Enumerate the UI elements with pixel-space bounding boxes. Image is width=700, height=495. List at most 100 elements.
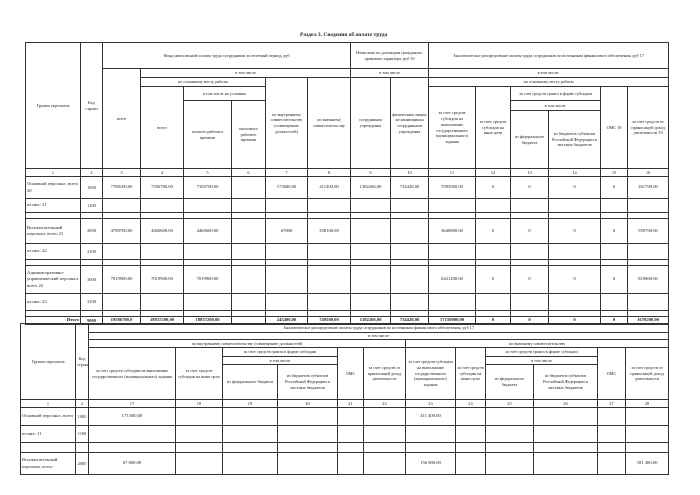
cell-value bbox=[485, 452, 534, 475]
cell-value: 0 bbox=[548, 176, 602, 199]
cell-value bbox=[510, 243, 550, 260]
table-row: Административно-управленческий персонал,… bbox=[25, 265, 670, 294]
cell-value: 7019900,00 bbox=[140, 265, 184, 294]
cell-value: 7768100,00 bbox=[102, 176, 141, 199]
column-number: 9 bbox=[350, 168, 392, 177]
header-incl: в том числе bbox=[139, 68, 352, 78]
section-title: Раздел 3. Сведения об оплате труда bbox=[300, 32, 388, 38]
cell-value: 7019900,00 bbox=[102, 265, 141, 294]
row-code: 2000 bbox=[75, 452, 89, 475]
header-incl: в том числе: bbox=[510, 100, 602, 111]
header-external: по внешнему совместительству bbox=[306, 77, 352, 169]
header-oms: ОМС 18 bbox=[600, 86, 629, 169]
cell-value: 0 bbox=[475, 265, 512, 294]
column-number: 22 bbox=[363, 399, 406, 408]
cell-value: 3640800,00 bbox=[428, 218, 477, 244]
cell-value: 0 bbox=[600, 265, 629, 294]
cell-value bbox=[102, 293, 141, 311]
header-incl: в том числе bbox=[350, 68, 430, 78]
cell-value: 4460600,00 bbox=[183, 218, 232, 244]
column-number: 8 bbox=[306, 168, 352, 177]
cell-value bbox=[350, 198, 392, 213]
header-group: Группы персонала bbox=[25, 42, 81, 169]
cell-value bbox=[485, 425, 534, 443]
column-number: 1 bbox=[20, 399, 76, 408]
cell-value bbox=[140, 198, 184, 213]
empty-cell bbox=[20, 442, 76, 453]
column-number: 11 bbox=[428, 168, 477, 177]
cell-value bbox=[306, 265, 352, 294]
header-fed: из федерального бюджета bbox=[485, 364, 534, 400]
column-number: 19 bbox=[222, 399, 278, 408]
cell-value bbox=[222, 452, 278, 475]
cell-value bbox=[140, 293, 184, 311]
header-full: полного рабочего времени bbox=[183, 100, 232, 169]
row-label: из них: 23 bbox=[25, 293, 81, 311]
empty-cell bbox=[175, 442, 223, 453]
column-number-row: 1 2 3 4 5 6 7 8 9 10 11 12 13 14 15 16 bbox=[25, 168, 670, 177]
cell-value: 4460600,00 bbox=[140, 218, 184, 244]
cell-value: 0 bbox=[548, 218, 602, 244]
row-code: 2100 bbox=[80, 243, 103, 260]
header-incl: в том числе: bbox=[428, 68, 670, 78]
column-number: 20 bbox=[277, 399, 338, 408]
header-code: Код строки bbox=[80, 42, 103, 169]
header-group: Группы персонала bbox=[20, 323, 76, 400]
cell-value bbox=[405, 425, 456, 443]
table-row: из них: 21 1100 bbox=[25, 198, 670, 213]
column-number: 14 bbox=[548, 168, 602, 177]
header-analytic: Аналитическое распределение оплаты труда… bbox=[87, 323, 670, 333]
cell-value bbox=[533, 425, 598, 443]
cell-value bbox=[231, 198, 266, 213]
total-row: Итого 9000 19586700,0 18837200,00 18837200,0… bbox=[25, 316, 670, 325]
row-code: 3000 bbox=[80, 265, 103, 294]
column-number: 3 bbox=[102, 168, 141, 177]
header-grant: за счет средств гранта в форме субсидии bbox=[510, 86, 602, 101]
header-fed: из федерального бюджета bbox=[510, 110, 550, 169]
row-label: Вспомогательный персонал, всего 21 bbox=[25, 218, 81, 244]
empty-cell bbox=[485, 442, 534, 453]
cell-value bbox=[306, 293, 352, 311]
cell-value: 0 bbox=[600, 218, 629, 244]
row-code: 3100 bbox=[80, 293, 103, 311]
table-row: Вспомогательный персонал, всего 2000 67 80… bbox=[20, 452, 670, 475]
cell-value: 67800 bbox=[265, 218, 308, 244]
cell-value bbox=[428, 293, 477, 311]
header-external: по внешнему совместительству bbox=[404, 339, 670, 348]
cell-value bbox=[597, 452, 626, 475]
cell-value bbox=[183, 243, 232, 260]
cell-value bbox=[390, 265, 430, 294]
cell-value bbox=[455, 452, 486, 475]
empty-cell bbox=[222, 442, 278, 453]
cell-value bbox=[428, 243, 477, 260]
header-income: за счет средств от приносящей доход деят… bbox=[363, 347, 406, 400]
column-number: 5 bbox=[183, 168, 232, 177]
cell-value bbox=[548, 243, 602, 260]
cell-value: 1382266,00 bbox=[350, 176, 392, 199]
header-grant: за счет средств гранта в форме субсидии bbox=[485, 347, 598, 357]
empty-cell bbox=[88, 442, 176, 453]
cell-value: 0 bbox=[510, 218, 550, 244]
cell-value bbox=[337, 452, 364, 475]
header-incl-cond: в том числе на условиях bbox=[183, 86, 266, 101]
cell-value bbox=[627, 198, 670, 213]
payroll-table: Группы персонала Код строки Фонд начисле… bbox=[25, 42, 670, 325]
header-main: по основному месту работы bbox=[140, 77, 266, 87]
header-grant: за счет средств гранта в форме субсидии bbox=[222, 347, 338, 357]
empty-cell bbox=[337, 442, 364, 453]
cell-value bbox=[533, 452, 598, 475]
column-number: 24 bbox=[455, 399, 486, 408]
header-subsidy-task: за счет средств субсидии на выполнение г… bbox=[88, 347, 176, 400]
column-number-row: 1 2 17 18 19 20 21 22 23 24 25 26 27 28 bbox=[20, 399, 670, 408]
cell-value bbox=[231, 243, 266, 260]
payroll-analytic-table: Группы персонала Код строки Аналитическо… bbox=[20, 323, 670, 475]
cell-value bbox=[102, 243, 141, 260]
column-number: 6 bbox=[231, 168, 266, 177]
row-label: Административно-управленческий персонал,… bbox=[25, 265, 81, 294]
row-code: 1000 bbox=[80, 176, 103, 199]
cell-value: 67 800,00 bbox=[88, 452, 176, 475]
cell-value bbox=[363, 425, 406, 443]
cell-value bbox=[277, 452, 338, 475]
cell-value: 0 bbox=[548, 265, 602, 294]
cell-value bbox=[485, 407, 534, 426]
